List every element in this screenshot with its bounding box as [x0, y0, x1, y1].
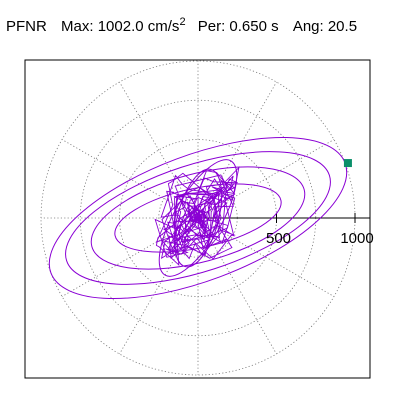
x-tick-label-500: 500 [266, 230, 291, 247]
period-readout: Per: 0.650 s [198, 15, 279, 39]
grid-spoke-60 [197, 81, 277, 219]
orbit-cycle-3 [90, 166, 306, 270]
chart-title: PFNR Max: 1002.0 cm/s2 Per: 0.650 s Ang:… [6, 15, 357, 40]
tick-labels: 500 1000 [266, 230, 374, 247]
grid-spoke-240 [119, 217, 199, 355]
orbit-cycle-2 [65, 151, 331, 285]
plot-frame [24, 59, 371, 379]
max-marker-layer [343, 159, 352, 168]
max-value: 1002.0 [97, 18, 144, 35]
angle-readout: Ang: 20.5 [293, 15, 357, 39]
grid-spoke-120 [119, 81, 199, 219]
max-unit: cm/s [147, 18, 180, 35]
orbit-traces [48, 136, 348, 300]
period-value: 0.650 [229, 18, 267, 35]
grid-spoke-150 [61, 139, 199, 219]
orbit-tangle [154, 166, 240, 266]
angle-value: 20.5 [327, 18, 358, 35]
x-axis [198, 213, 370, 223]
station-code: PFNR [6, 18, 47, 35]
grid-spoke-330 [197, 217, 335, 297]
period-unit: s [271, 18, 279, 35]
max-point-marker [343, 159, 352, 168]
grid-spoke-30 [197, 139, 335, 219]
max-label: Max: [61, 18, 94, 35]
period-label: Per: [197, 18, 226, 35]
x-tick-label-1000: 1000 [340, 230, 373, 247]
max-unit-exponent: 2 [179, 16, 186, 28]
grid-spoke-210 [61, 217, 199, 297]
angle-label: Ang: [292, 18, 324, 35]
grid-spoke-300 [197, 217, 277, 355]
max-readout: Max: 1002.0 cm/s2 [61, 15, 186, 40]
